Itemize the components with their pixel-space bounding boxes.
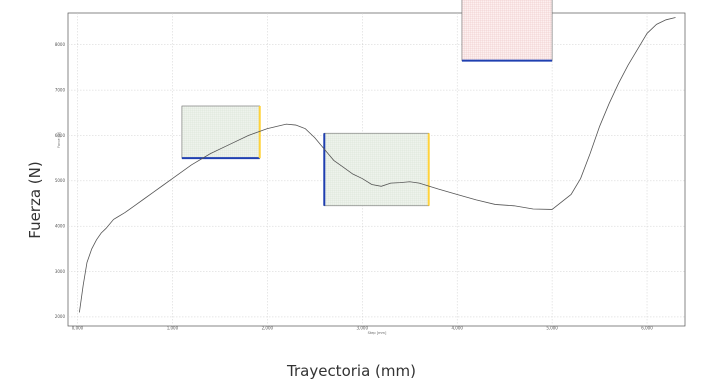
- series-lines: [78, 17, 676, 313]
- y-tick-labels: 2000 3000 4000 5000 6000 7000 8000: [55, 42, 66, 319]
- x-tick-label-3: 3,000: [357, 326, 369, 331]
- annotation-boxes: [181, 0, 553, 207]
- y-tick-label-6: 8000: [55, 42, 66, 47]
- inner-x-axis-label: Step [mm]: [368, 331, 387, 335]
- y-tick-label-3: 5000: [55, 178, 66, 183]
- x-tick-label-5: 5,000: [546, 326, 558, 331]
- x-tick-label-0: 0,000: [72, 326, 84, 331]
- grid-lines: [68, 13, 685, 326]
- annotation-box-0: [181, 105, 261, 159]
- x-tick-label-6: 6,000: [641, 326, 653, 331]
- outer-y-axis-label-text: Fuerza (N): [26, 161, 44, 238]
- x-tick-label-4: 4,000: [451, 326, 463, 331]
- x-tick-label-2: 2,000: [262, 326, 274, 331]
- annotation-box-1: [323, 132, 430, 207]
- y-tick-label-4: 6000: [55, 133, 66, 138]
- y-tick-label-1: 3000: [55, 269, 66, 274]
- y-tick-label-5: 7000: [55, 87, 66, 92]
- outer-y-axis-label: Fuerza (N): [26, 161, 44, 238]
- annotation-box-2: [461, 0, 553, 61]
- x-tick-label-1: 1,000: [167, 326, 179, 331]
- series-line-0: [78, 17, 676, 313]
- y-tick-label-0: 2000: [55, 314, 66, 319]
- x-tick-labels: 0,000 1,000 2,000 3,000 4,000 5,000 6,000: [72, 326, 653, 331]
- outer-x-axis-label: Trayectoria (mm): [287, 362, 416, 380]
- force-step-chart: 0,000 1,000 2,000 3,000 4,000 5,000 6,000 2000…: [55, 0, 686, 335]
- y-tick-label-2: 4000: [55, 224, 66, 229]
- inner-y-axis-label: Force [N]: [57, 131, 61, 148]
